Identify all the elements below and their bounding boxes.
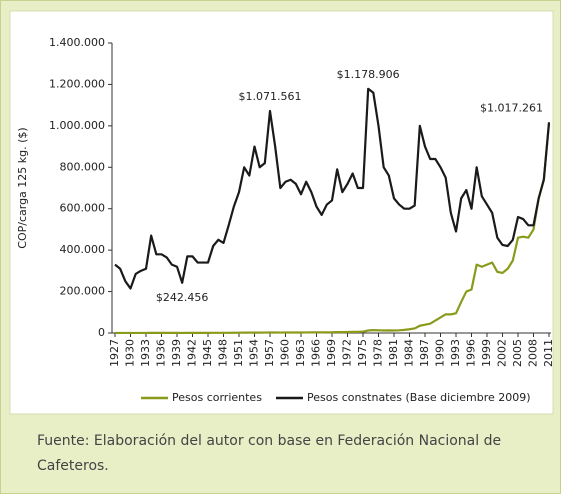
x-tick-label: 2011	[542, 339, 555, 367]
x-tick-label: 1990	[434, 339, 447, 367]
y-axis-title: COP/carga 125 kg. ($)	[16, 127, 29, 248]
x-tick-label: 1954	[248, 339, 261, 367]
caption: Fuente: Elaboración del autor con base e…	[37, 433, 502, 474]
x-tick-label: 1942	[186, 339, 199, 367]
x-tick-label: 1936	[155, 339, 168, 367]
annotation: $1.017.261	[480, 101, 543, 114]
y-tick-label: 600.000	[60, 202, 106, 215]
y-tick-label: 200.000	[60, 285, 106, 298]
legend-label: Pesos corrientes	[172, 391, 262, 404]
y-tick-label: 1.000.000	[49, 119, 105, 132]
x-tick-label: 1948	[217, 339, 230, 367]
x-tick-label: 1993	[449, 339, 462, 367]
y-tick-label: 0	[98, 326, 105, 339]
x-tick-label: 1981	[387, 339, 400, 367]
series-line	[114, 87, 551, 290]
series-line	[115, 123, 551, 335]
x-tick-label: 1984	[403, 339, 416, 367]
x-tick-label: 1999	[480, 339, 493, 367]
plot-panel	[9, 10, 554, 415]
x-tick-label: 1972	[341, 339, 354, 367]
x-tick-label: 1939	[170, 339, 183, 367]
x-tick-label: 1996	[465, 339, 478, 367]
legend-label: Pesos constnates (Base diciembre 2009)	[307, 391, 531, 404]
y-tick-label: 1.200.000	[49, 77, 105, 90]
x-tick-label: 1963	[294, 339, 307, 367]
x-tick-label: 2002	[496, 339, 509, 367]
x-tick-label: 1951	[232, 339, 245, 367]
y-tick-label: 1.400.000	[49, 36, 105, 49]
x-tick-label: 1966	[310, 339, 323, 367]
x-tick-label: 1945	[201, 339, 214, 367]
x-tick-label: 1957	[263, 339, 276, 367]
x-tick-label: 1987	[418, 339, 431, 367]
x-tick-label: 2005	[511, 339, 524, 367]
y-tick-label: 400.000	[60, 243, 106, 256]
x-tick-label: 1930	[124, 339, 137, 367]
annotation: $242.456	[156, 291, 209, 304]
annotation: $1.178.906	[337, 68, 400, 81]
y-tick-label: 800.000	[60, 160, 106, 173]
x-tick-label: 1927	[108, 339, 121, 367]
x-tick-label: 1933	[139, 339, 152, 367]
x-tick-label: 1978	[372, 339, 385, 367]
x-tick-label: 1960	[279, 339, 292, 367]
x-tick-label: 2008	[527, 339, 540, 367]
annotation: $1.071.561	[239, 90, 302, 103]
x-tick-label: 1975	[356, 339, 369, 367]
x-tick-label: 1969	[325, 339, 338, 367]
